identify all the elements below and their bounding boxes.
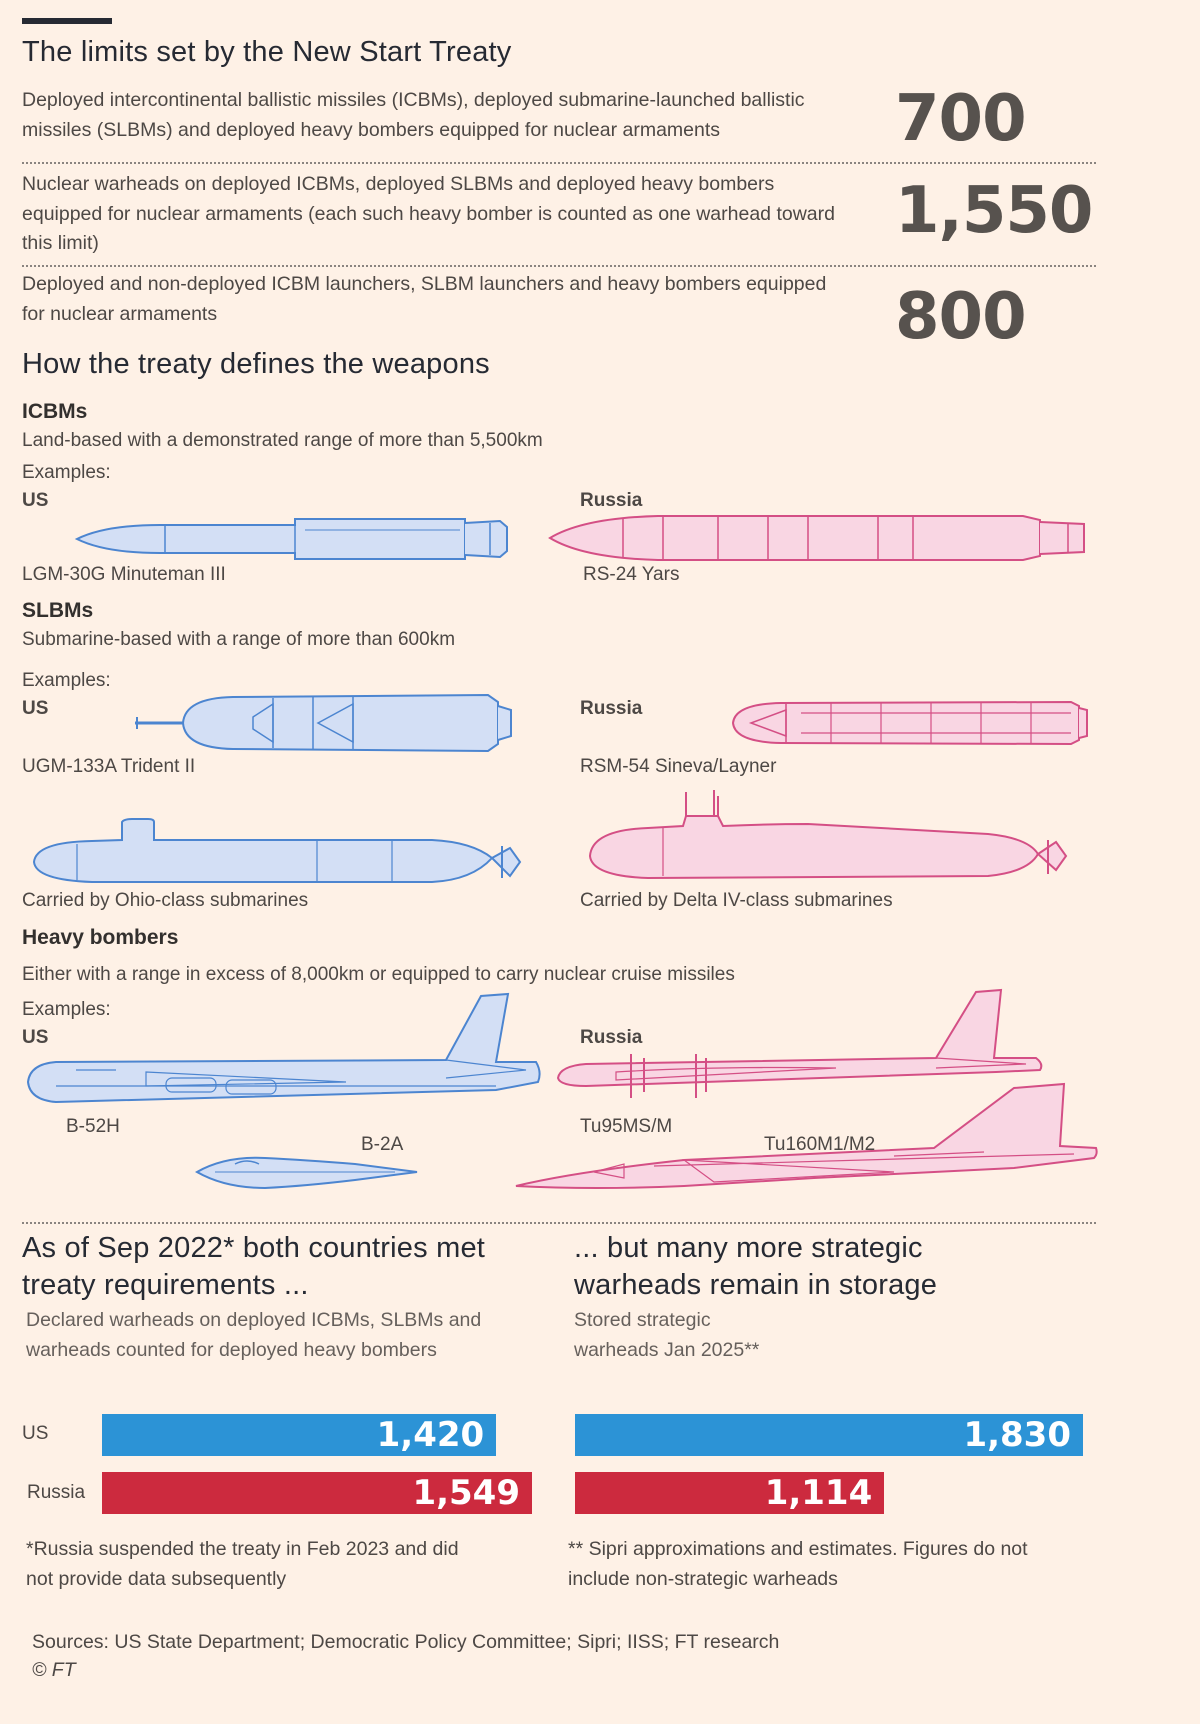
bomber-ru1-name: Tu95MS/M [580, 1116, 673, 1137]
slbm-ru-carrier: Carried by Delta IV-class submarines [580, 890, 893, 911]
limit-desc-1: Deployed intercontinental ballistic miss… [22, 89, 805, 141]
defs-title: How the treaty defines the weapons [22, 348, 490, 380]
divider [22, 265, 1096, 267]
limit-value-3: 800 [895, 280, 1027, 354]
sources: Sources: US State Department; Democratic… [32, 1631, 780, 1653]
russia-label: Russia [580, 1027, 643, 1048]
copyright: © FT [32, 1659, 76, 1681]
bar-russia-deployed: 1,549 [102, 1472, 532, 1514]
bomber-us2-name: B-2A [361, 1134, 404, 1155]
ohio-submarine-icon [32, 818, 522, 883]
examples-label: Examples: [22, 462, 111, 483]
left-chart-subtitle: Declared warheads on deployed ICBMs, SLB… [26, 1309, 482, 1361]
b52-bomber-icon [26, 992, 541, 1104]
us-label: US [22, 698, 49, 719]
limit-desc-2: Nuclear warheads on deployed ICBMs, depl… [22, 173, 835, 254]
b2-bomber-icon [194, 1156, 418, 1190]
us-label: US [22, 1027, 49, 1048]
delta-submarine-icon [588, 790, 1068, 880]
tu95-bomber-icon [556, 988, 1043, 1098]
slbm-desc: Submarine-based with a range of more tha… [22, 629, 456, 650]
bar-label-us-stored: 1,830 [963, 1415, 1071, 1455]
us-label: US [22, 490, 49, 511]
slbm-us-name: UGM-133A Trident II [22, 756, 196, 777]
right-chart-subtitle: Stored strategic warheads Jan 2025** [574, 1309, 760, 1361]
bar-label-us-deployed: 1,420 [376, 1415, 485, 1455]
icbm-ru-name: RS-24 Yars [583, 564, 680, 585]
category-label-russia: Russia [27, 1482, 86, 1503]
examples-label: Examples: [22, 670, 111, 691]
russia-label: Russia [580, 490, 643, 511]
sineva-missile-icon [731, 700, 1088, 746]
bomber-ru2-name: Tu160M1/M2 [764, 1134, 876, 1155]
right-chart-title: ... but many more strategic warheads rem… [574, 1232, 938, 1301]
header-rule [22, 18, 112, 24]
bar-us-stored: 1,830 [575, 1414, 1083, 1456]
left-chart-note: *Russia suspended the treaty in Feb 2023… [26, 1538, 459, 1590]
icbm-heading: ICBMs [22, 400, 88, 423]
bar-us-deployed: 1,420 [102, 1414, 497, 1456]
left-chart-title: As of Sep 2022* both countries met treat… [22, 1232, 486, 1301]
limit-desc-3: Deployed and non-deployed ICBM launchers… [22, 273, 827, 325]
russia-label: Russia [580, 698, 643, 719]
slbm-heading: SLBMs [22, 599, 94, 622]
limits-title: The limits set by the New Start Treaty [22, 36, 512, 68]
limit-value-1: 700 [895, 82, 1027, 156]
slbm-ru-name: RSM-54 Sineva/Layner [580, 756, 777, 777]
bomber-heading: Heavy bombers [22, 926, 179, 949]
icbm-us-name: LGM-30G Minuteman III [22, 564, 226, 585]
yars-missile-icon [548, 515, 1085, 561]
examples-label: Examples: [22, 999, 111, 1020]
tu160-bomber-icon [515, 1082, 1098, 1189]
bar-label-russia-stored: 1,114 [764, 1473, 873, 1513]
bar-russia-stored: 1,114 [575, 1472, 885, 1514]
slbm-us-carrier: Carried by Ohio-class submarines [22, 890, 309, 911]
icbm-desc: Land-based with a demonstrated range of … [22, 430, 543, 451]
bar-label-russia-deployed: 1,549 [412, 1473, 520, 1513]
bomber-desc: Either with a range in excess of 8,000km… [22, 964, 735, 985]
category-label-us: US [22, 1423, 49, 1444]
limit-value-2: 1,550 [895, 174, 1093, 248]
right-chart-note: ** Sipri approximations and estimates. F… [568, 1538, 1028, 1590]
trident-missile-icon [135, 693, 512, 753]
divider [22, 162, 1096, 164]
bomber-us1-name: B-52H [66, 1116, 120, 1137]
minuteman-missile-icon [74, 518, 508, 560]
divider [22, 1222, 1096, 1224]
